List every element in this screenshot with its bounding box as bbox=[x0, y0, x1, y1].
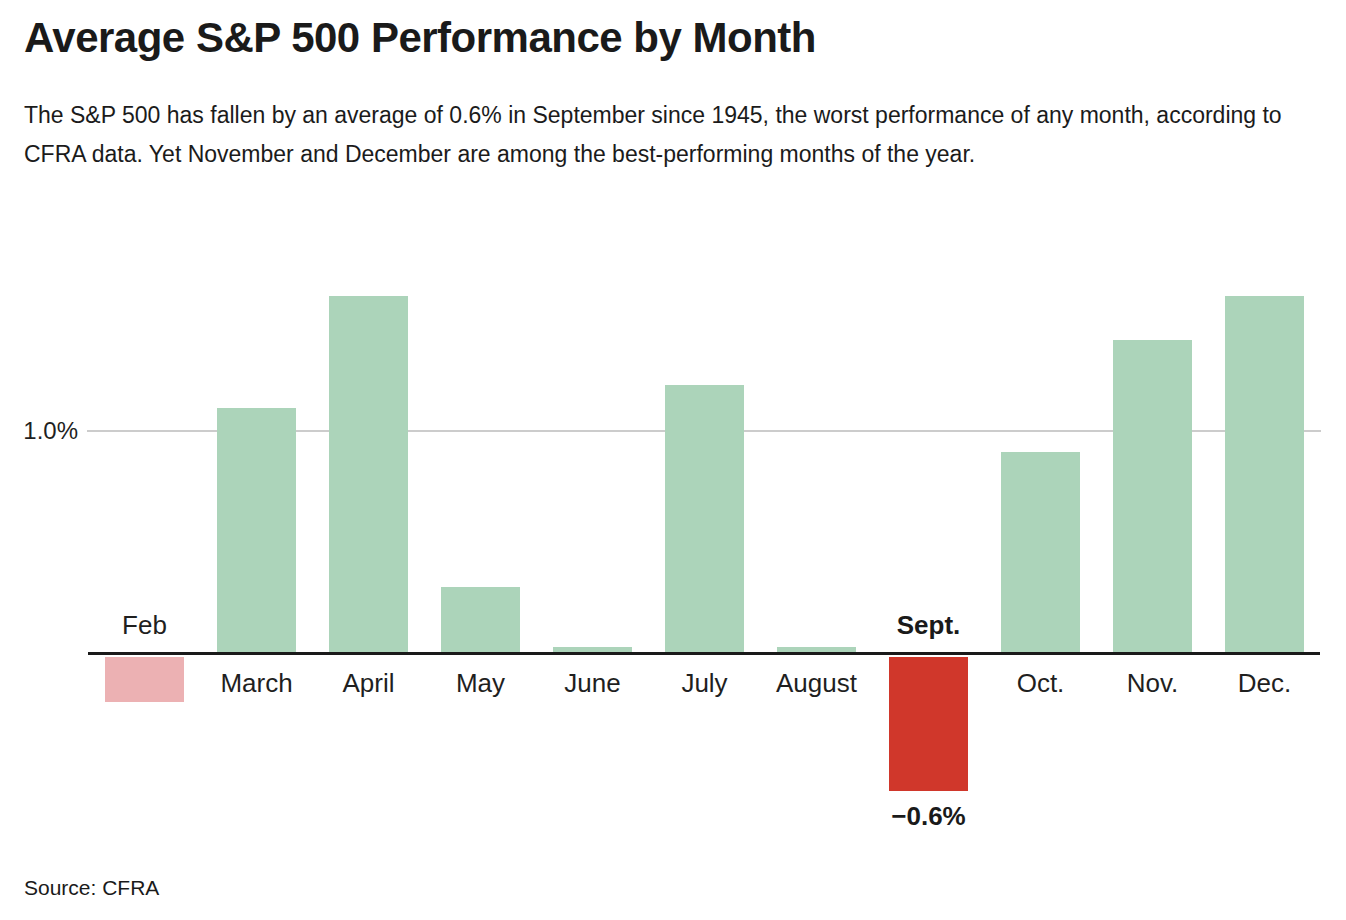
bar-dec bbox=[1225, 296, 1304, 654]
y-axis-tick-label: 1.0% bbox=[0, 417, 78, 445]
month-label-sept: Sept. bbox=[869, 610, 989, 641]
month-label-july: July bbox=[645, 668, 765, 699]
month-label-april: April bbox=[309, 668, 429, 699]
month-label-march: March bbox=[197, 668, 317, 699]
bar-feb bbox=[105, 657, 184, 702]
value-label-sept: −0.6% bbox=[869, 801, 989, 832]
month-label-feb: Feb bbox=[85, 610, 205, 641]
bar-may bbox=[441, 587, 520, 654]
month-label-june: June bbox=[533, 668, 653, 699]
bar-april bbox=[329, 296, 408, 654]
month-label-oct: Oct. bbox=[981, 668, 1101, 699]
source-credit: Source: CFRA bbox=[24, 876, 159, 900]
bar-july bbox=[665, 385, 744, 654]
bar-nov bbox=[1113, 340, 1192, 654]
month-label-august: August bbox=[757, 668, 877, 699]
x-axis-baseline bbox=[88, 652, 1320, 655]
plot-area: 1.0% Feb MarchAprilMayJuneJulyAugust Sept.… bbox=[0, 0, 1346, 920]
month-label-dec: Dec. bbox=[1205, 668, 1325, 699]
bar-march bbox=[217, 408, 296, 654]
month-label-may: May bbox=[421, 668, 541, 699]
bar-sept bbox=[889, 657, 968, 791]
bar-oct bbox=[1001, 452, 1080, 654]
month-label-nov: Nov. bbox=[1093, 668, 1213, 699]
